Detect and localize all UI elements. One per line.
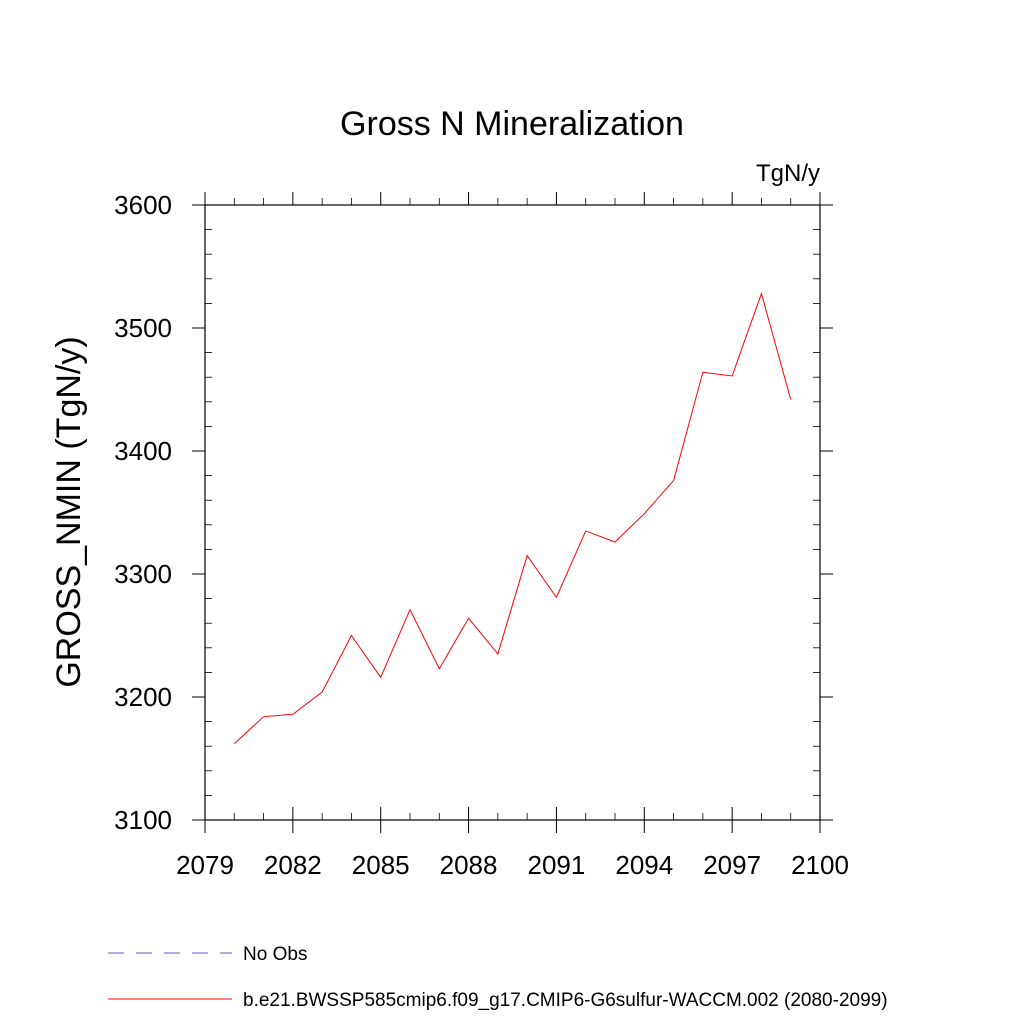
data-point [350, 634, 353, 637]
legend-label-0: No Obs [243, 944, 307, 965]
data-point [409, 608, 412, 611]
x-tick-label: 2097 [703, 850, 761, 880]
data-point [731, 374, 734, 377]
legend-label-1: b.e21.BWSSP585cmip6.f09_g17.CMIP6-G6sulf… [243, 990, 888, 1011]
data-point [291, 713, 294, 716]
x-tick-label: 2100 [791, 850, 849, 880]
data-point [643, 512, 646, 515]
x-tick-label: 2085 [352, 850, 410, 880]
y-tick-label: 3100 [114, 805, 172, 835]
data-point [760, 292, 763, 295]
data-point [672, 479, 675, 482]
data-point [555, 596, 558, 599]
chart-title: Gross N Mineralization [340, 105, 684, 143]
data-point [526, 554, 529, 557]
x-tick-label: 2091 [528, 850, 586, 880]
y-tick-label: 3400 [114, 436, 172, 466]
x-tick-label: 2082 [264, 850, 322, 880]
y-axis-label: GROSS_NMIN (TgN/y) [50, 336, 88, 687]
data-point [233, 742, 236, 745]
data-layer [233, 291, 792, 745]
x-tick-label: 2094 [615, 850, 673, 880]
y-tick-label: 3600 [114, 190, 172, 220]
data-point [789, 398, 792, 401]
units-label: TgN/y [756, 160, 820, 187]
y-tick-label: 3200 [114, 682, 172, 712]
x-tick-label: 2079 [176, 850, 234, 880]
data-point [379, 676, 382, 679]
y-tick-label: 3300 [114, 559, 172, 589]
legend: No Obs b.e21.BWSSP585cmip6.f09_g17.CMIP6-… [108, 944, 888, 1011]
data-point [584, 529, 587, 532]
data-point [467, 617, 470, 620]
data-point [438, 667, 441, 670]
data-point [496, 652, 499, 655]
y-tick-label: 3500 [114, 313, 172, 343]
plot-frame [204, 204, 821, 821]
data-point [701, 371, 704, 374]
axis-ticks: 2079 2082 2085 2088 2091 2094 2097 2100 3100 3200… [114, 190, 849, 880]
data-point [321, 691, 324, 694]
data-point [262, 715, 265, 718]
series-line-0 [233, 291, 792, 745]
x-tick-label: 2088 [440, 850, 498, 880]
data-point [614, 541, 617, 544]
